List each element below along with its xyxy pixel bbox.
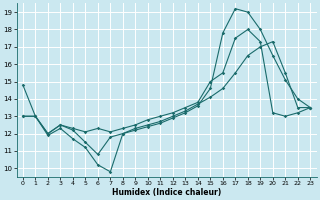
X-axis label: Humidex (Indice chaleur): Humidex (Indice chaleur) <box>112 188 221 197</box>
